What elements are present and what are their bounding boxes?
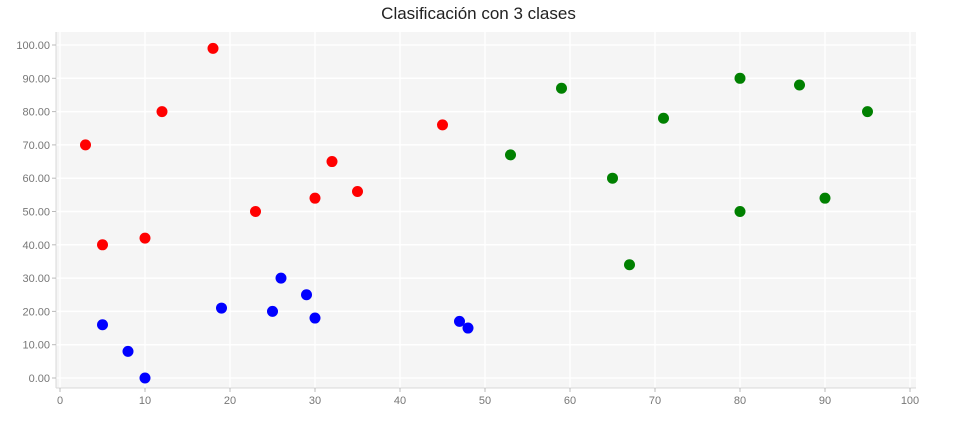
- data-point: [607, 172, 618, 184]
- data-point: [139, 372, 151, 384]
- x-tick-label: 40: [394, 395, 406, 407]
- x-tick-label: 30: [309, 395, 321, 407]
- y-tick-label: 20.00: [22, 306, 50, 318]
- x-tick-label: 50: [479, 395, 491, 407]
- data-point: [624, 259, 635, 271]
- data-point: [352, 186, 363, 198]
- data-point: [556, 82, 567, 94]
- y-tick-label: 40.00: [22, 240, 50, 252]
- data-point: [794, 79, 805, 91]
- y-tick-label: 30.00: [22, 273, 50, 285]
- data-point: [250, 206, 261, 217]
- series-3: [505, 72, 873, 271]
- data-point: [207, 42, 219, 54]
- data-point: [97, 319, 108, 331]
- y-tick-label: 90.00: [22, 73, 50, 85]
- plot-background: [56, 32, 916, 388]
- y-tick-label: 10.00: [22, 340, 50, 352]
- x-tick-label: 70: [649, 395, 661, 407]
- x-tick-label: 20: [224, 395, 236, 407]
- data-point: [462, 322, 474, 334]
- data-point: [734, 206, 746, 217]
- data-point: [216, 302, 227, 314]
- y-tick-label: 70.00: [22, 140, 50, 152]
- plot-area: 0.00 10.00 20.00 30.00 40.00 50.00 60.00 70.00 8…: [16, 32, 919, 407]
- x-tick-label: 90: [819, 395, 831, 407]
- data-point: [437, 119, 448, 131]
- data-point: [862, 106, 873, 118]
- x-tick-label: 10: [139, 395, 151, 407]
- data-point: [267, 305, 278, 317]
- chart-title: Clasificación con 3 clases: [381, 4, 576, 23]
- y-tick-label: 0.00: [29, 373, 50, 385]
- x-tick-label: 80: [734, 395, 746, 407]
- y-tick-label: 80.00: [22, 107, 50, 119]
- data-point: [734, 72, 746, 84]
- data-point: [275, 272, 287, 284]
- data-point: [139, 232, 151, 244]
- series-2: [97, 272, 474, 384]
- x-tick-label: 0: [57, 395, 63, 407]
- data-point: [326, 156, 338, 168]
- data-point: [156, 106, 168, 118]
- data-point: [819, 192, 831, 204]
- data-point: [454, 315, 465, 327]
- data-point: [80, 139, 91, 151]
- data-point: [309, 312, 321, 324]
- y-tick-label: 100.00: [16, 40, 50, 52]
- x-tick-label: 100: [901, 395, 919, 407]
- data-point: [301, 289, 312, 301]
- x-tick-label: 60: [564, 395, 576, 407]
- data-point: [309, 192, 321, 204]
- data-point: [122, 345, 134, 357]
- series-1: [80, 42, 448, 251]
- data-point: [505, 149, 516, 161]
- data-point: [97, 239, 108, 251]
- data-point: [658, 112, 669, 124]
- y-tick-label: 60.00: [22, 173, 50, 185]
- y-tick-label: 50.00: [22, 207, 50, 219]
